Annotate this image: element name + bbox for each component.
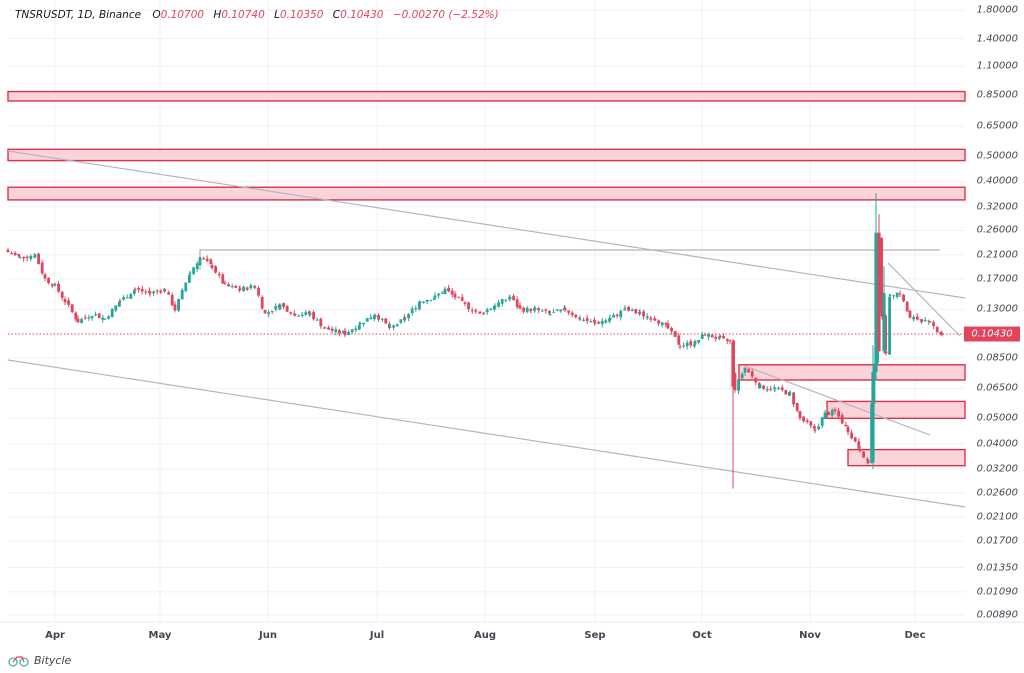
price-axis-label: 0.02600 — [976, 487, 1018, 499]
price-axis-label: 0.21000 — [976, 249, 1018, 261]
high-label: H — [213, 9, 222, 21]
price-axis-label: 0.13000 — [976, 303, 1018, 315]
price-axis-label: 0.01350 — [976, 562, 1018, 574]
trendlines — [7, 150, 966, 508]
symbol-label: TNSRUSDT, 1D, Binance — [15, 9, 142, 21]
price-axis-label: 1.10000 — [976, 60, 1018, 72]
low-value: 0.10350 — [279, 9, 324, 21]
price-axis-label: 0.03200 — [976, 463, 1018, 475]
brand-watermark: Bitycle — [8, 654, 71, 667]
time-axis-label: Jul — [369, 630, 385, 641]
price-axis-label: 0.85000 — [976, 89, 1018, 101]
time-axis-label: May — [148, 630, 172, 641]
support-zone-1[interactable] — [738, 364, 966, 381]
price-axis-label: 0.02100 — [976, 511, 1018, 523]
resistance-zone-1[interactable] — [7, 90, 966, 102]
price-axis-label: 0.08500 — [976, 352, 1018, 364]
time-axis-label: Aug — [473, 630, 497, 641]
time-axis-label: Oct — [692, 630, 712, 641]
price-axis-label: 0.01090 — [976, 586, 1018, 598]
price-axis-label: 1.40000 — [976, 33, 1018, 45]
lower-channel-line[interactable] — [7, 359, 966, 508]
support-zone-3[interactable] — [847, 448, 966, 467]
price-axis-label: 0.65000 — [976, 120, 1018, 132]
ohlc-legend: TNSRUSDT, 1D, Binance O0.10700 H0.10740 … — [15, 9, 505, 21]
time-axis-label: Sep — [584, 630, 606, 641]
close-label: C — [332, 9, 341, 21]
price-axis-label: 0.05000 — [976, 412, 1018, 424]
time-axis-label: Apr — [45, 630, 65, 641]
price-axis-label: 1.80000 — [976, 4, 1018, 16]
change-value: −0.00270 (−2.52%) — [392, 9, 499, 21]
price-axis-label: 0.50000 — [976, 150, 1018, 162]
nov-dec-descending-line[interactable] — [887, 262, 961, 337]
horizontal-high-line[interactable] — [199, 249, 940, 270]
oct-nov-descending-line[interactable] — [744, 365, 931, 436]
price-axis-label: 0.26000 — [976, 224, 1018, 236]
price-axis-label: 0.01700 — [976, 535, 1018, 547]
price-axis-label: 0.17000 — [976, 273, 1018, 285]
candlesticks — [6, 193, 944, 489]
zones — [7, 90, 966, 467]
open-label: O — [152, 9, 161, 21]
price-axis-label: 0.06500 — [976, 382, 1018, 394]
bicycle-icon — [8, 655, 29, 667]
time-axis-label: Jun — [259, 630, 277, 641]
time-axis-label: Dec — [904, 630, 926, 641]
resistance-zone-3[interactable] — [7, 186, 966, 201]
price-axis-label: 0.04000 — [976, 438, 1018, 450]
price-axis-label: 0.00890 — [976, 609, 1018, 621]
price-axis-label: 0.32000 — [976, 201, 1018, 213]
support-zone-2[interactable] — [826, 400, 966, 420]
brand-name: Bitycle — [34, 654, 72, 667]
low-label: L — [274, 9, 280, 21]
close-value: 0.10430 — [340, 9, 384, 21]
current-price-tag: 0.10430 — [964, 326, 1020, 342]
open-value: 0.10700 — [160, 9, 205, 21]
time-axis-label: Nov — [799, 630, 821, 641]
resistance-zone-2[interactable] — [7, 148, 966, 162]
upper-channel-line[interactable] — [7, 150, 966, 299]
price-axis-label: 0.40000 — [976, 175, 1018, 187]
high-value: 0.10740 — [221, 9, 265, 21]
